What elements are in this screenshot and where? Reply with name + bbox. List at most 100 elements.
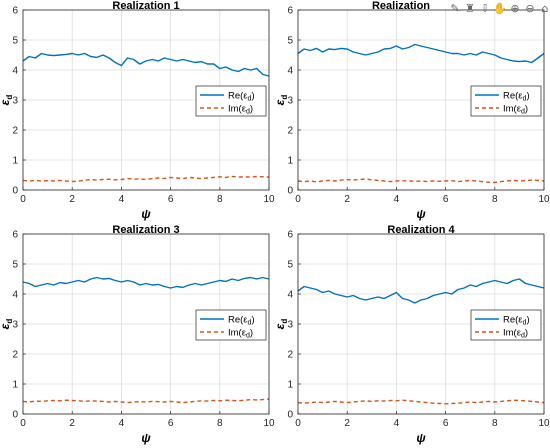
y-tick-label: 1	[287, 380, 293, 391]
y-tick-label: 1	[287, 156, 293, 167]
series-line-imag	[22, 398, 270, 404]
x-tick-label: 4	[394, 194, 400, 205]
legend-entry: Im(εd)	[503, 328, 528, 340]
y-tick-label: 2	[12, 126, 18, 137]
zoom-in-icon[interactable]: ⊕	[510, 2, 520, 15]
y-tick-label: 5	[287, 260, 293, 271]
x-tick-label: 6	[443, 194, 449, 205]
y-tick-label: 1	[12, 156, 18, 167]
y-tick-label: 2	[287, 126, 293, 137]
y-axis-label: εd	[273, 319, 289, 330]
zoom-out-icon[interactable]: ⊖	[525, 2, 535, 15]
y-tick-label: 0	[12, 186, 18, 197]
axes-toolbar: ✎ ♜ ⇩ ✋ ⊕ ⊖ ⌂	[448, 2, 550, 15]
x-axis-label: ψ	[416, 431, 426, 445]
legend: Re(εd)Im(εd)	[470, 85, 542, 117]
x-tick-label: 8	[217, 418, 223, 429]
y-axis-label: εd	[273, 95, 289, 106]
y-tick-label: 6	[12, 230, 18, 241]
y-tick-label: 6	[287, 6, 293, 17]
chart-title: Realization 4	[387, 224, 455, 236]
legend-box	[195, 85, 267, 117]
chart-svg: 0 2 4 6 8 10 0 1 2 3 4 5 6 Realization 1 ψ εd Re(εd)Im(ε…	[0, 0, 275, 221]
x-tick-label: 2	[69, 194, 75, 205]
legend-entry: Re(εd)	[228, 91, 255, 103]
chart-title: Realization 1	[112, 0, 179, 12]
y-tick-label: 4	[287, 290, 293, 301]
y-tick-label: 3	[287, 96, 293, 107]
x-axis-label: ψ	[141, 207, 151, 221]
x-tick-label: 2	[69, 418, 75, 429]
chart-panel-4: 0 2 4 6 8 10 0 1 2 3 4 5 6 Realization 4 ψ εd Re(εd) Im(ε…	[273, 224, 550, 448]
x-tick-label: 10	[538, 194, 550, 205]
series-line-real	[297, 278, 545, 304]
legend-entry: Re(εd)	[503, 91, 530, 103]
y-tick-label: 0	[287, 410, 293, 421]
series-line-imag	[297, 178, 545, 184]
chart-panel-2: 0 2 4 6 8 10 0 1 2 3 4 5 6 Realization ψ εd Re(εd) Im(εd)	[273, 0, 550, 224]
chart-svg: 0 2 4 6 8 10 0 1 2 3 4 5 6 Realization ψ εd Re(εd)Im(εd)	[273, 0, 550, 221]
x-axis-label: ψ	[416, 207, 426, 221]
pencil-icon[interactable]: ✎	[450, 2, 460, 15]
series-line-real	[22, 52, 270, 77]
legend-entry: Re(εd)	[503, 315, 530, 327]
chart-panel-1: 0 2 4 6 8 10 0 1 2 3 4 5 6 Realization 1 ψ εd Re(εd)Im(ε…	[0, 0, 275, 224]
chart-panel-3: 0 2 4 6 8 10 0 1 2 3 4 5 6 Realization 3 ψ εd Re(εd)Im(ε…	[0, 224, 275, 448]
y-tick-label: 1	[12, 380, 18, 391]
brush-icon[interactable]: ♜	[465, 2, 475, 15]
series-line-real	[22, 276, 270, 289]
chart-svg: 0 2 4 6 8 10 0 1 2 3 4 5 6 Realization 4 ψ εd Re(εd)Im(ε…	[273, 224, 550, 445]
x-tick-label: 4	[119, 194, 125, 205]
x-tick-label: 10	[263, 194, 275, 205]
y-tick-label: 5	[12, 36, 18, 47]
y-tick-label: 2	[12, 350, 18, 361]
y-tick-label: 3	[12, 320, 18, 331]
legend: Re(εd)Im(εd)	[470, 309, 542, 341]
legend-box	[470, 85, 542, 117]
legend: Re(εd)Im(εd)	[195, 85, 267, 117]
y-tick-label: 4	[12, 290, 18, 301]
x-axis-label: ψ	[141, 431, 151, 445]
legend-entry: Im(εd)	[503, 104, 528, 116]
y-tick-label: 4	[287, 66, 293, 77]
x-tick-label: 4	[119, 418, 125, 429]
legend-entry: Im(εd)	[228, 328, 253, 340]
legend-entry: Re(εd)	[228, 315, 255, 327]
x-tick-label: 4	[394, 418, 400, 429]
chart-svg: 0 2 4 6 8 10 0 1 2 3 4 5 6 Realization 3 ψ εd Re(εd)Im(ε…	[0, 224, 275, 445]
home-icon[interactable]: ⌂	[541, 2, 549, 15]
legend-box	[470, 309, 542, 341]
x-tick-label: 10	[538, 418, 550, 429]
y-tick-label: 6	[12, 6, 18, 17]
y-axis-label: εd	[0, 319, 14, 330]
series-line-imag	[22, 175, 270, 183]
y-tick-label: 2	[287, 350, 293, 361]
x-tick-label: 6	[168, 194, 174, 205]
legend-box	[195, 309, 267, 341]
pan-hand-icon[interactable]: ✋	[493, 2, 507, 15]
x-tick-label: 6	[443, 418, 449, 429]
y-tick-label: 3	[12, 96, 18, 107]
series-line-imag	[297, 399, 545, 405]
x-tick-label: 2	[344, 418, 350, 429]
y-tick-label: 5	[287, 36, 293, 47]
x-tick-label: 6	[168, 418, 174, 429]
chart-title: Realization 3	[112, 224, 179, 236]
y-axis-label: εd	[0, 95, 14, 106]
y-tick-label: 0	[12, 410, 18, 421]
x-tick-label: 10	[263, 418, 275, 429]
x-tick-label: 8	[492, 418, 498, 429]
series-line-real	[297, 43, 545, 64]
x-tick-label: 8	[217, 194, 223, 205]
x-tick-label: 0	[295, 418, 301, 429]
x-tick-label: 0	[20, 194, 26, 205]
export-icon[interactable]: ⇩	[480, 2, 490, 15]
x-tick-label: 0	[20, 418, 26, 429]
y-tick-label: 6	[287, 230, 293, 241]
x-tick-label: 0	[295, 194, 301, 205]
x-tick-label: 2	[344, 194, 350, 205]
chart-title: Realization	[372, 0, 430, 12]
legend-entry: Im(εd)	[228, 104, 253, 116]
y-tick-label: 5	[12, 260, 18, 271]
y-tick-label: 3	[287, 320, 293, 331]
